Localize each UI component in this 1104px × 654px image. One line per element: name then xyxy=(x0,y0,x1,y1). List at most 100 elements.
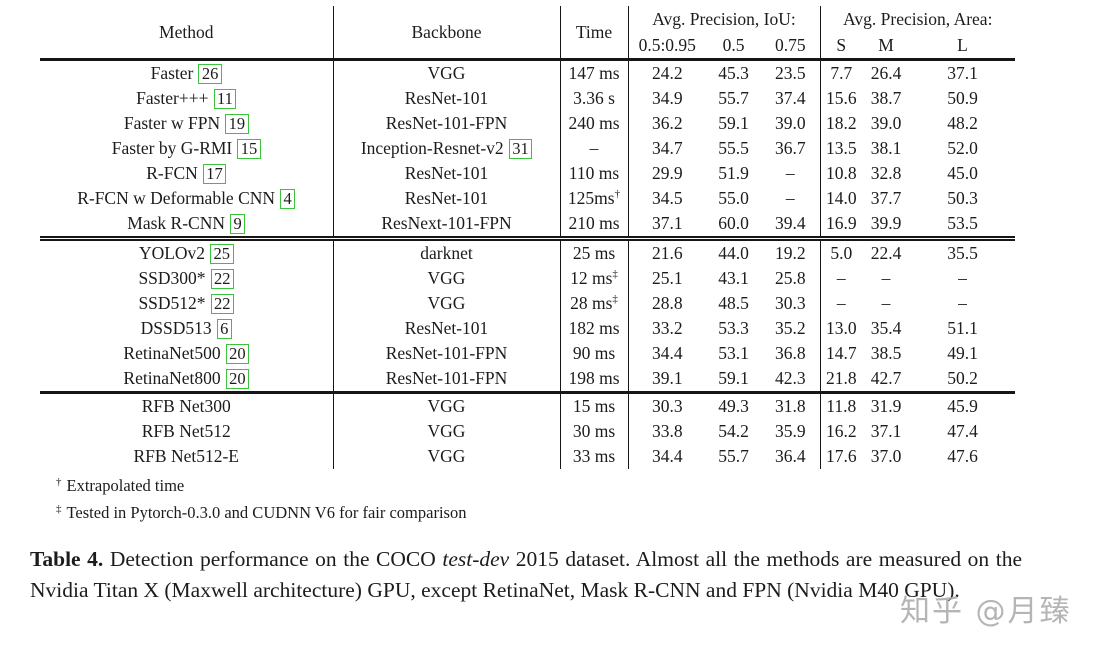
caption-label: Table 4. xyxy=(30,547,104,571)
ap-iou-value-cell: 55.0 xyxy=(718,188,749,208)
double-dagger-marker: ‡ xyxy=(56,502,62,515)
citation-link[interactable]: 25 xyxy=(210,244,234,264)
citation-link[interactable]: 15 xyxy=(237,139,261,159)
time-cell: 210 ms xyxy=(560,211,629,239)
table-footnotes: † Extrapolated time ‡ Tested in Pytorch-0.… xyxy=(56,472,466,526)
ap-iou-value-cell: 53.3 xyxy=(718,318,749,338)
table-caption: Table 4. Detection performance on the CO… xyxy=(30,544,1022,606)
ap-area-value-cell: 50.2 xyxy=(947,368,978,388)
citation-link[interactable]: 22 xyxy=(210,269,235,289)
ap-iou-value-cell: 36.8 xyxy=(761,341,821,366)
ap-area-value-cell: 51.1 xyxy=(947,318,978,338)
backbone-cell: ResNet-101-FPN xyxy=(333,111,561,136)
ap-area-value-cell: – xyxy=(836,268,846,288)
ap-iou-value-cell: 53.1 xyxy=(718,343,749,363)
footnote-marker: † xyxy=(614,188,621,201)
ap-iou-value-cell: 54.2 xyxy=(718,421,749,441)
table-header: Method Backbone Time Avg. Precision, IoU… xyxy=(40,6,1015,61)
citation-link[interactable]: 22 xyxy=(210,294,235,314)
ap-area-value-cell: 13.5 xyxy=(825,138,857,158)
ap-area-value-cell: – xyxy=(881,268,891,288)
ap-iou-value-cell: 35.9 xyxy=(761,419,821,444)
ap-iou-value-cell: 30.3 xyxy=(628,391,706,419)
citation-link[interactable]: 6 xyxy=(216,319,232,339)
table-row: SSD512* 22 VGG 28 ms‡ 28.8 48.5 30.3– – – xyxy=(40,291,1015,316)
method-cell: Mask R-CNN 9 xyxy=(40,211,334,239)
table-row: Mask R-CNN 9 ResNext-101-FPN 210 ms 37.1 60.0… xyxy=(40,211,1015,239)
ap-area-value-cell: 15.6 xyxy=(825,88,857,108)
table-row: RetinaNet800 20 ResNet-101-FPN 198 ms 39.1 59… xyxy=(40,366,1015,393)
ap-area-value-cell: 7.7 xyxy=(830,63,853,83)
citation-link[interactable]: 19 xyxy=(225,114,249,134)
method-cell: RetinaNet500 20 xyxy=(40,341,334,366)
ap-iou-value-cell: 59.1 xyxy=(718,368,749,388)
table-row: YOLOv2 25 darknet 25 ms 21.6 44.0 19.2 5.0 22.4 3… xyxy=(40,236,1015,266)
citation-link[interactable]: 17 xyxy=(202,164,227,184)
ap-area-value-cell: 47.4 xyxy=(947,421,978,441)
table-row: SSD300* 22 VGG 12 ms‡ 25.1 43.1 25.8– – – xyxy=(40,266,1015,291)
backbone-cell: VGG xyxy=(333,59,561,86)
ap-area-value-cell: 22.4 xyxy=(862,236,910,266)
ap-area-value-cell: – xyxy=(958,268,967,288)
method-cell: RetinaNet800 20 xyxy=(40,366,334,393)
table-row: RFB Net300 VGG 15 ms 30.3 49.3 31.8 11.8 31.9 45… xyxy=(40,391,1015,419)
ap-iou-value-cell: – xyxy=(761,161,821,186)
ap-area-value-cell: 39.9 xyxy=(870,213,902,233)
ap-area-value-cell: 37.7 xyxy=(870,188,902,208)
method-cell: Faster 26 xyxy=(40,59,334,86)
table-row: DSSD513 6 ResNet-101 182 ms 33.2 53.3 35.2 13.0… xyxy=(40,316,1015,341)
time-cell: 15 ms xyxy=(560,391,629,419)
backbone-cell: VGG xyxy=(333,266,561,291)
backbone-cell: VGG xyxy=(333,291,561,316)
col-group-avg-precision-area: Avg. Precision, Area: xyxy=(843,9,993,29)
method-cell: DSSD513 6 xyxy=(40,316,334,341)
ap-area-value-cell: – xyxy=(836,293,846,313)
ap-area-value-cell: 39.0 xyxy=(870,113,902,133)
table-row: Faster w FPN 19 ResNet-101-FPN 240 ms 36.2 59… xyxy=(40,111,1015,136)
footnote-dagger: † Extrapolated time xyxy=(56,472,466,499)
ap-iou-value-cell: 19.2 xyxy=(761,236,821,266)
ap-iou-value-cell: 43.1 xyxy=(718,268,749,288)
citation-link[interactable]: 9 xyxy=(229,214,246,234)
citation-link[interactable]: 26 xyxy=(198,64,222,84)
ap-area-value-cell: 49.1 xyxy=(947,343,978,363)
ap-iou-value-cell: 34.5 xyxy=(651,188,683,208)
table-row: R-FCN w Deformable CNN 4 ResNet-101 125ms† 3… xyxy=(40,186,1015,211)
time-cell: 147 ms xyxy=(560,59,629,86)
ap-iou-value-cell: 28.8 xyxy=(651,293,683,313)
ap-area-value-cell: 35.5 xyxy=(910,236,1015,266)
ap-iou-value-cell: 49.3 xyxy=(706,391,761,419)
ap-iou-value-cell: 33.8 xyxy=(651,421,683,441)
method-cell: RFB Net512 xyxy=(40,419,334,444)
ap-iou-value-cell: 30.3 xyxy=(761,291,821,316)
caption-italic-dataset-name: test-dev xyxy=(442,547,510,571)
citation-link[interactable]: 31 xyxy=(508,139,533,159)
footnote-double-dagger-text: Tested in Pytorch-0.3.0 and CUDNN V6 for… xyxy=(66,503,467,522)
ap-iou-value-cell: 25.8 xyxy=(761,266,821,291)
ap-area-value-cell: 17.6 xyxy=(825,446,857,466)
ap-iou-value-cell: 21.6 xyxy=(628,236,706,266)
ap-area-value-cell: 16.9 xyxy=(825,213,857,233)
zhihu-watermark: 知乎 @月臻 xyxy=(900,594,1072,629)
ap-area-value-cell: 35.4 xyxy=(870,318,902,338)
citation-link[interactable]: 20 xyxy=(225,369,250,389)
table-row: Faster 26 VGG 147 ms 24.2 45.3 23.5 7.7 26.4 37.1 xyxy=(40,59,1015,86)
ap-iou-value-cell: 29.9 xyxy=(651,163,683,183)
ap-area-value-cell: 37.1 xyxy=(870,421,902,441)
table-row: RFB Net512-E VGG 33 ms 34.4 55.7 36.4 17.6 37.0… xyxy=(40,444,1015,469)
citation-link[interactable]: 11 xyxy=(213,89,237,109)
method-cell: Faster by G-RMI 15 xyxy=(40,136,334,161)
ap-area-value-cell: 48.2 xyxy=(947,113,978,133)
col-header-area-l: L xyxy=(910,32,1015,61)
backbone-cell: ResNet-101 xyxy=(333,316,561,341)
ap-area-value-cell: 45.0 xyxy=(947,163,978,183)
ap-area-value-cell: 18.2 xyxy=(825,113,857,133)
ap-area-value-cell: 50.3 xyxy=(947,188,978,208)
backbone-cell: ResNet-101 xyxy=(333,161,561,186)
citation-link[interactable]: 20 xyxy=(225,344,250,364)
ap-iou-value-cell: 44.0 xyxy=(706,236,761,266)
ap-iou-value-cell: 23.5 xyxy=(761,59,821,86)
ap-area-value-cell: 31.9 xyxy=(862,391,910,419)
ap-area-value-cell: 45.9 xyxy=(910,391,1015,419)
citation-link[interactable]: 4 xyxy=(280,189,296,209)
